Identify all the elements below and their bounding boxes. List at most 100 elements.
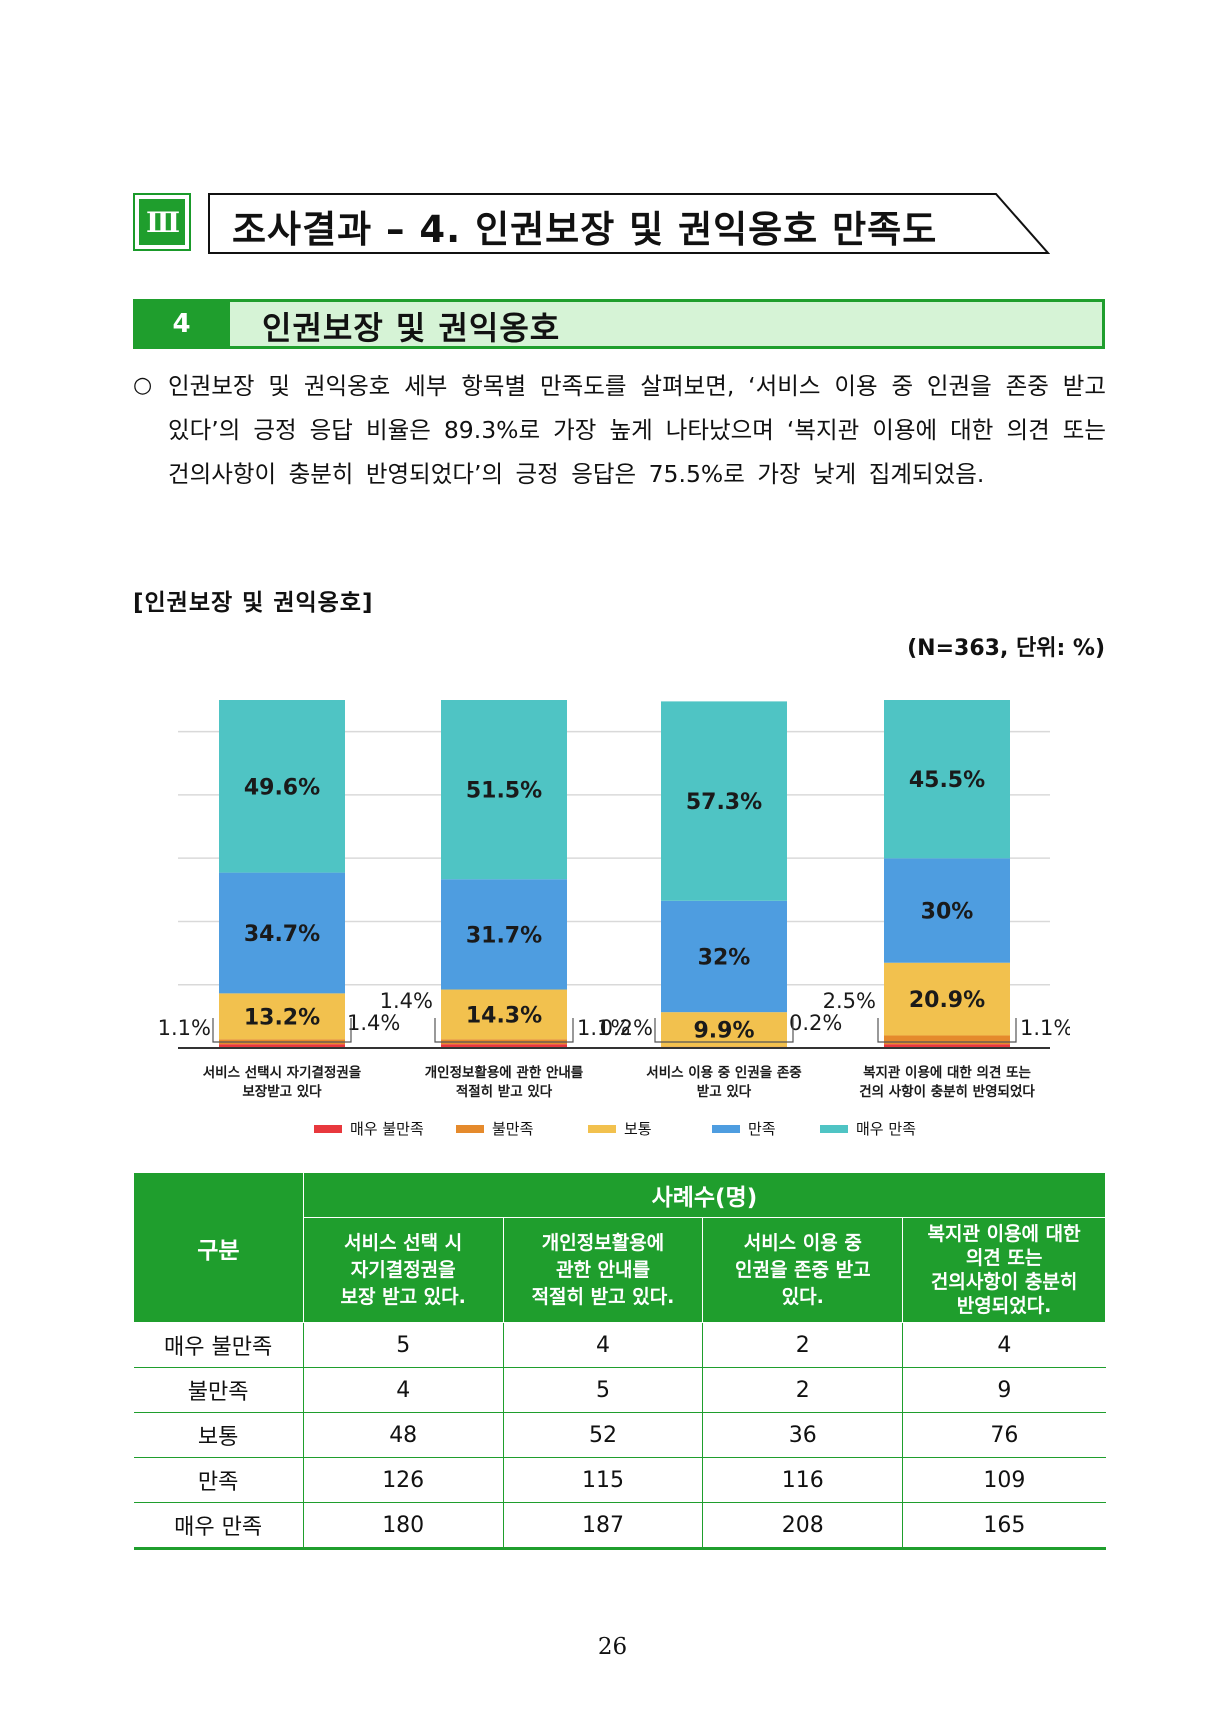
data-label: 30% — [921, 900, 974, 925]
leader-line — [434, 1018, 574, 1043]
leader-line — [654, 1018, 794, 1043]
table-cell: 2 — [702, 1322, 903, 1368]
data-label: 57.3% — [686, 790, 762, 815]
category-label: 적절히 받고 있다 — [456, 1083, 553, 1100]
data-label: 2.5% — [823, 989, 876, 1013]
legend-label: 만족 — [748, 1120, 776, 1138]
table-column-header: 서비스 선택 시 자기결정권을 보장 받고 있다. — [302, 1217, 504, 1323]
legend-swatch — [588, 1124, 616, 1133]
data-label: 0.2% — [600, 1016, 653, 1040]
data-label: 9.9% — [693, 1018, 754, 1043]
data-label: 1.1% — [158, 1016, 211, 1040]
table-header-category: 구분 — [133, 1172, 304, 1323]
legend-label: 불만족 — [492, 1120, 534, 1138]
summary-paragraph: ○ 인권보장 및 권익옹호 세부 항목별 만족도를 살펴보면, ‘서비스 이용 … — [133, 364, 1106, 496]
table-cell: 2 — [702, 1367, 903, 1413]
table-cell: 116 — [702, 1457, 903, 1503]
table-cell: 4 — [302, 1367, 504, 1413]
table-row: 매우 만족 180 187 208 165 — [133, 1502, 1106, 1550]
legend-item: 매우 만족 — [820, 1118, 916, 1139]
chart-legend: 매우 불만족 불만족 보통 만족 매우 만족 — [0, 1118, 1225, 1140]
data-label: 1.1% — [1020, 1016, 1070, 1040]
legend-swatch — [712, 1124, 740, 1133]
category-label: 보장받고 있다 — [242, 1083, 322, 1100]
legend-swatch — [314, 1124, 342, 1133]
table-cell: 76 — [902, 1412, 1106, 1458]
data-label: 13.2% — [244, 1005, 320, 1030]
table-row: 매우 불만족 5 4 2 4 — [133, 1322, 1106, 1368]
data-label: 20.9% — [909, 988, 985, 1013]
table-row: 만족 126 115 116 109 — [133, 1457, 1106, 1503]
row-label: 만족 — [133, 1457, 304, 1503]
table-cell: 36 — [702, 1412, 903, 1458]
table-cell: 4 — [902, 1322, 1106, 1368]
row-label: 불만족 — [133, 1367, 304, 1413]
bar-segment — [219, 872, 345, 994]
bullet-circle: ○ — [133, 373, 153, 398]
bar-segment — [661, 900, 787, 1013]
data-label: 31.7% — [466, 923, 542, 948]
category-label: 개인정보활용에 관한 안내를 — [425, 1064, 584, 1081]
table-cell: 126 — [302, 1457, 504, 1503]
table-cell: 48 — [302, 1412, 504, 1458]
table-cell: 4 — [502, 1322, 703, 1368]
bar-segment — [884, 1035, 1010, 1045]
row-label: 매우 만족 — [133, 1502, 304, 1550]
category-label: 복지관 이용에 대한 의견 또는 — [863, 1064, 1031, 1081]
category-label: 받고 있다 — [697, 1084, 752, 1100]
table-cell: 115 — [502, 1457, 703, 1503]
category-label: 서비스 이용 중 인권을 존중 — [646, 1064, 801, 1081]
section-title: 조사결과 – 4. 인권보장 및 권익옹호 만족도 — [232, 208, 938, 251]
legend-item: 보통 — [588, 1118, 652, 1139]
bar-segment — [884, 858, 1010, 963]
figure-unit: (N=363, 단위: %) — [907, 636, 1105, 661]
bar-segment — [884, 700, 1010, 859]
bar-segment — [219, 993, 345, 1040]
table-cell: 180 — [302, 1502, 504, 1550]
legend-item: 매우 불만족 — [314, 1118, 424, 1139]
table-cell: 165 — [902, 1502, 1106, 1550]
bar-segment — [441, 989, 567, 1040]
bar-segment — [661, 1012, 787, 1047]
bar-segment — [441, 879, 567, 990]
section-number: Ⅲ — [139, 199, 185, 245]
data-label: 32% — [698, 945, 751, 970]
data-label: 45.5% — [909, 768, 985, 793]
data-label: 49.6% — [244, 775, 320, 800]
page-number: 26 — [597, 1634, 628, 1660]
bar-segment — [441, 700, 567, 880]
table-column-header: 개인정보활용에 관한 안내를 적절히 받고 있다. — [502, 1217, 704, 1323]
legend-label: 매우 불만족 — [350, 1120, 424, 1138]
summary-text: 인권보장 및 권익옹호 세부 항목별 만족도를 살펴보면, ‘서비스 이용 중 … — [168, 372, 1106, 488]
row-label: 보통 — [133, 1412, 304, 1458]
leader-line — [877, 1018, 1017, 1043]
legend-item: 만족 — [712, 1118, 776, 1139]
table-column-header: 복지관 이용에 대한 의견 또는 건의사항이 충분히 반영되었다. — [902, 1217, 1106, 1323]
table-cell: 187 — [502, 1502, 703, 1550]
table-row: 불만족 4 5 2 9 — [133, 1367, 1106, 1413]
table-cell: 52 — [502, 1412, 703, 1458]
row-label: 매우 불만족 — [133, 1322, 304, 1368]
legend-label: 매우 만족 — [856, 1120, 916, 1138]
bar-segment — [219, 1044, 345, 1048]
data-label: 34.7% — [244, 922, 320, 947]
data-label: 14.3% — [466, 1003, 542, 1028]
table-cell: 9 — [902, 1367, 1106, 1413]
table-cell: 109 — [902, 1457, 1106, 1503]
bar-segment — [661, 1046, 787, 1048]
table-column-header: 서비스 이용 중 인권을 존중 받고 있다. — [702, 1217, 904, 1323]
bar-segment — [441, 1044, 567, 1048]
bar-segment — [661, 701, 787, 901]
stacked-bar-chart: 13.2% 34.7% 49.6% 1.1% 1.4% 서비스 선택시 자기결정권을보장받… — [158, 700, 1070, 1100]
legend-swatch — [456, 1124, 484, 1133]
count-table: 구분 사례수(명) 서비스 선택 시 자기결정권을 보장 받고 있다. 개인정보… — [133, 1172, 1107, 1550]
table-cell: 5 — [302, 1322, 504, 1368]
figure-title: [인권보장 및 권익옹호] — [133, 590, 374, 616]
legend-item: 불만족 — [456, 1118, 533, 1139]
category-label: 서비스 선택시 자기결정권을 — [203, 1064, 361, 1081]
subsection-title: 인권보장 및 권익옹호 — [262, 309, 561, 347]
leader-line — [212, 1018, 352, 1043]
bar-segment — [884, 962, 1010, 1036]
legend-swatch — [820, 1124, 848, 1133]
data-label: 1.4% — [380, 989, 433, 1013]
